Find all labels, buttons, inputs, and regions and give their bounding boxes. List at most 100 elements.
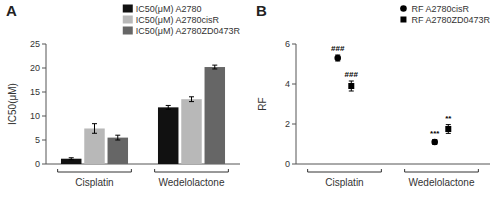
error-bar (92, 124, 97, 134)
error-bar-cap (335, 55, 340, 56)
legend-swatch (123, 16, 133, 24)
error-bar-line (168, 105, 169, 109)
error-bar-cap (166, 109, 171, 110)
error-bar-line (117, 135, 118, 140)
bar (108, 138, 128, 164)
y-tick-label: 5 (35, 135, 40, 145)
category-bracket (308, 169, 382, 172)
legend-marker (400, 5, 407, 12)
bar (181, 99, 201, 164)
panel: AIC50(μM)0510152025CisplatinWedelolacton… (6, 2, 241, 188)
y-tick (292, 164, 296, 165)
error-bar-cap (446, 133, 451, 134)
legend: IC50(μM) A2780IC50(μM) A2780cisRIC50(μM)… (123, 4, 241, 36)
y-axis (296, 44, 297, 164)
y-tick-label: 2 (285, 119, 290, 129)
y-tick (42, 164, 46, 165)
panel-title: B (256, 2, 267, 19)
point (334, 55, 341, 62)
error-bar-cap (115, 135, 120, 136)
y-tick-label: 20 (30, 63, 40, 73)
category-label: Wedelolactone (159, 177, 225, 188)
error-bar-cap (166, 105, 171, 106)
legend-label: IC50(μM) A2780ZD0473R (136, 26, 241, 36)
y-tick (292, 84, 296, 85)
error-bar (69, 158, 74, 160)
y-axis-label: RF (257, 97, 268, 110)
error-bar (189, 97, 194, 102)
error-bar-cap (115, 140, 120, 141)
error-bar-cap (349, 81, 354, 82)
marks (61, 65, 225, 164)
bar (84, 128, 104, 164)
bar (61, 159, 81, 164)
error-bar-cap (212, 65, 217, 66)
error-bar (349, 81, 354, 91)
annotation: ### (331, 44, 345, 53)
error-bar-cap (189, 101, 194, 102)
legend: RF A2780cisRRF A2780ZD0473R (400, 4, 490, 25)
error-bar (115, 135, 120, 140)
error-bar (432, 140, 437, 145)
y-axis-label: IC50(μM) (7, 83, 18, 125)
error-bar-cap (189, 96, 194, 97)
annotation: ### (345, 70, 359, 79)
legend-label: IC50(μM) A2780 (136, 4, 202, 14)
error-bar-line (214, 65, 215, 69)
figure: AIC50(μM)0510152025CisplatinWedelolacton… (0, 0, 500, 210)
error-bar-cap (92, 123, 97, 124)
legend-swatch (123, 5, 133, 13)
error-bar-cap (432, 139, 437, 140)
error-bar (446, 125, 451, 134)
error-bar-line (337, 55, 338, 61)
y-tick-label: 6 (285, 39, 290, 49)
y-tick (42, 116, 46, 117)
error-bar-cap (69, 159, 74, 160)
error-bar-cap (432, 144, 437, 145)
bar (205, 67, 225, 164)
error-bar (335, 55, 340, 61)
panel: BRF0246######*****CisplatinWedelolactone… (256, 2, 490, 188)
error-bar (212, 65, 217, 69)
category-label: Cisplatin (325, 177, 363, 188)
category-bracket (155, 169, 229, 172)
x-axis (296, 164, 490, 165)
category-bracket (58, 169, 132, 172)
y-tick (42, 140, 46, 141)
error-bar-cap (92, 133, 97, 134)
y-tick-label: 10 (30, 111, 40, 121)
annotation: *** (430, 129, 440, 138)
error-bar-cap (212, 68, 217, 69)
error-bar-line (448, 125, 449, 134)
y-tick (42, 68, 46, 69)
marks (334, 55, 451, 146)
legend-label: RF A2780ZD0473R (411, 15, 490, 25)
point (431, 139, 438, 146)
annotation: ** (445, 114, 452, 123)
y-tick-label: 0 (35, 159, 40, 169)
error-bar-cap (69, 157, 74, 158)
y-tick-label: 25 (30, 39, 40, 49)
y-tick-label: 15 (30, 87, 40, 97)
y-tick-label: 4 (285, 79, 290, 89)
bar (158, 107, 178, 164)
error-bar-cap (335, 61, 340, 62)
error-bar-line (191, 97, 192, 102)
error-bar-line (94, 124, 95, 134)
legend-label: RF A2780cisR (411, 4, 469, 14)
error-bar-line (351, 81, 352, 91)
y-tick (292, 44, 296, 45)
y-tick (42, 44, 46, 45)
y-tick-label: 0 (285, 159, 290, 169)
error-bar (166, 105, 171, 109)
legend-swatch (123, 27, 133, 35)
category-label: Cisplatin (75, 177, 113, 188)
error-bar-cap (446, 124, 451, 125)
legend-label: IC50(μM) A2780cisR (136, 15, 220, 25)
y-axis (46, 44, 47, 164)
y-tick (292, 124, 296, 125)
category-label: Wedelolactone (409, 177, 475, 188)
error-bar-cap (349, 91, 354, 92)
category-bracket (405, 169, 479, 172)
error-bar-line (434, 140, 435, 145)
